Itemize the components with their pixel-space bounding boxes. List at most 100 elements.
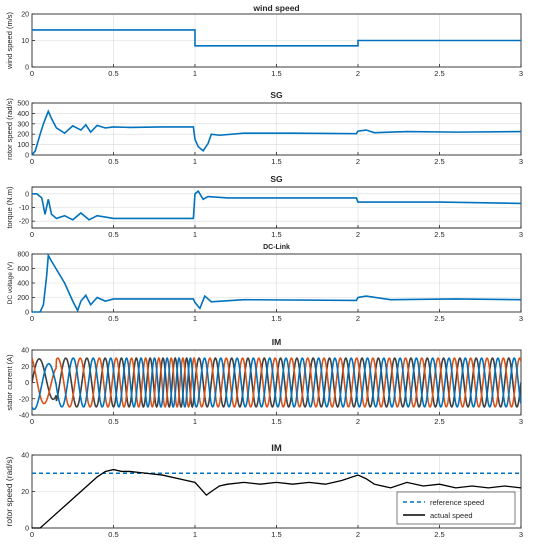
x-tick-label: 3 xyxy=(519,157,523,166)
x-tick-label: 1.5 xyxy=(271,417,281,426)
y-tick-label: 10 xyxy=(21,38,29,45)
y-axis-label: DC voltage (V) xyxy=(7,262,14,305)
x-tick-label: 0 xyxy=(30,417,34,426)
x-tick-label: 3 xyxy=(519,230,523,239)
y-tick-label: 0 xyxy=(25,310,29,317)
y-tick-label: 300 xyxy=(17,121,29,128)
x-tick-label: 0 xyxy=(30,230,34,239)
x-tick-label: 0.5 xyxy=(108,530,118,539)
chart-panel-6: IM 0 0.5 1 1.5 2 2.5 3 0 20 40 rotor speed (rad/s) r… xyxy=(4,443,523,539)
x-tick-label: 2.5 xyxy=(434,530,444,539)
x-tick-label: 2 xyxy=(356,230,360,239)
x-tick-label: 0 xyxy=(30,69,34,78)
y-axis-label: wind speed (m/s) xyxy=(5,11,14,70)
x-tick-label: 3 xyxy=(519,314,523,323)
y-tick-label: 0 xyxy=(25,65,29,72)
x-tick-label: 1 xyxy=(193,230,197,239)
series-line-1 xyxy=(31,109,522,156)
series-line-1 xyxy=(32,29,521,47)
y-tick-label: 500 xyxy=(17,101,29,108)
series-line-2 xyxy=(32,468,522,529)
x-tick-label: 2 xyxy=(356,157,360,166)
axes-box xyxy=(31,454,522,529)
legend: reference speed actual speed xyxy=(396,491,516,525)
x-tick-label: 2.5 xyxy=(434,69,444,78)
x-tick-label: 2.5 xyxy=(434,314,444,323)
x-tick-label: 2 xyxy=(356,314,360,323)
chart-title: DC-Link xyxy=(263,244,290,251)
x-tick-label: 1.5 xyxy=(271,69,281,78)
x-tick-label: 0 xyxy=(30,314,34,323)
x-tick-label: 3 xyxy=(519,530,523,539)
current-traces xyxy=(32,356,521,411)
chart-title: IM xyxy=(271,443,282,454)
y-tick-label: 0 xyxy=(25,191,29,198)
series-line-phase-3 xyxy=(32,356,521,411)
y-tick-label: 200 xyxy=(17,132,29,139)
y-axis-label: rotor speed (rad/s) xyxy=(5,98,14,160)
x-tick-label: 1 xyxy=(193,157,197,166)
x-tick-label: 2.5 xyxy=(434,230,444,239)
legend-label: actual speed xyxy=(430,511,473,520)
x-tick-label: 0.5 xyxy=(108,314,118,323)
x-tick-label: 2.5 xyxy=(434,157,444,166)
y-tick-label: 40 xyxy=(21,348,29,355)
chart-title: wind speed xyxy=(252,3,299,13)
y-tick-label: 600 xyxy=(17,266,29,273)
x-tick-label: 0 xyxy=(30,157,34,166)
x-tick-label: 1.5 xyxy=(271,157,281,166)
y-tick-label: -20 xyxy=(19,396,29,403)
axes-box xyxy=(31,102,522,156)
x-tick-label: 1.5 xyxy=(271,530,281,539)
y-tick-label: 400 xyxy=(17,281,29,288)
x-tick-label: 1 xyxy=(193,69,197,78)
y-tick-label: 0 xyxy=(25,153,29,160)
y-tick-label: 20 xyxy=(21,364,29,371)
x-tick-label: 2.5 xyxy=(434,417,444,426)
x-tick-label: 3 xyxy=(519,417,523,426)
chart-panel-1: wind speed 0 0.5 1 1.5 2 2.5 3 0 10 20 wind speed (… xyxy=(5,3,523,78)
y-tick-label: -20 xyxy=(19,219,29,226)
x-tick-label: 0.5 xyxy=(108,230,118,239)
chart-panel-5: IM 0 0.5 1 1.5 2 2.5 3 -40 -20 0 20 40 stator current… xyxy=(5,337,523,426)
x-tick-label: 1.5 xyxy=(271,314,281,323)
x-tick-label: 1 xyxy=(193,417,197,426)
y-tick-label: -40 xyxy=(19,413,29,420)
x-tick-label: 2 xyxy=(356,417,360,426)
x-tick-label: 0.5 xyxy=(108,417,118,426)
y-axis-label: rotor speed (rad/s) xyxy=(4,456,14,526)
x-tick-label: 0.5 xyxy=(108,157,118,166)
y-tick-label: 20 xyxy=(21,12,29,19)
x-tick-label: 2 xyxy=(356,69,360,78)
y-axis-label: torque (N.m) xyxy=(5,186,14,229)
axes-box xyxy=(31,186,522,229)
y-tick-label: 100 xyxy=(17,142,29,149)
y-axis-label: stator current (A) xyxy=(5,354,14,411)
y-tick-label: 800 xyxy=(17,252,29,259)
x-tick-label: 3 xyxy=(519,69,523,78)
y-tick-label: -10 xyxy=(19,205,29,212)
chart-panel-3: SG 0 0.5 1 1.5 2 2.5 3 -20 -10 0 torque (N.m) xyxy=(5,174,523,239)
x-tick-label: 0 xyxy=(30,530,34,539)
chart-title: SG xyxy=(270,90,283,100)
chart-title: SG xyxy=(270,174,283,184)
axes-box xyxy=(31,253,522,313)
x-tick-label: 2 xyxy=(356,530,360,539)
y-tick-label: 20 xyxy=(21,489,29,496)
y-tick-label: 0 xyxy=(25,380,29,387)
y-tick-label: 0 xyxy=(25,526,29,533)
x-tick-label: 0.5 xyxy=(108,69,118,78)
legend-box xyxy=(396,491,516,525)
x-tick-label: 1 xyxy=(193,530,197,539)
y-tick-label: 40 xyxy=(21,453,29,460)
x-tick-label: 1 xyxy=(193,314,197,323)
chart-title: IM xyxy=(272,337,281,347)
series-line-phase-1 xyxy=(32,356,521,409)
x-tick-label: 1.5 xyxy=(271,230,281,239)
legend-label: reference speed xyxy=(430,498,484,507)
y-tick-label: 200 xyxy=(17,295,29,302)
series-line-1 xyxy=(32,252,522,313)
